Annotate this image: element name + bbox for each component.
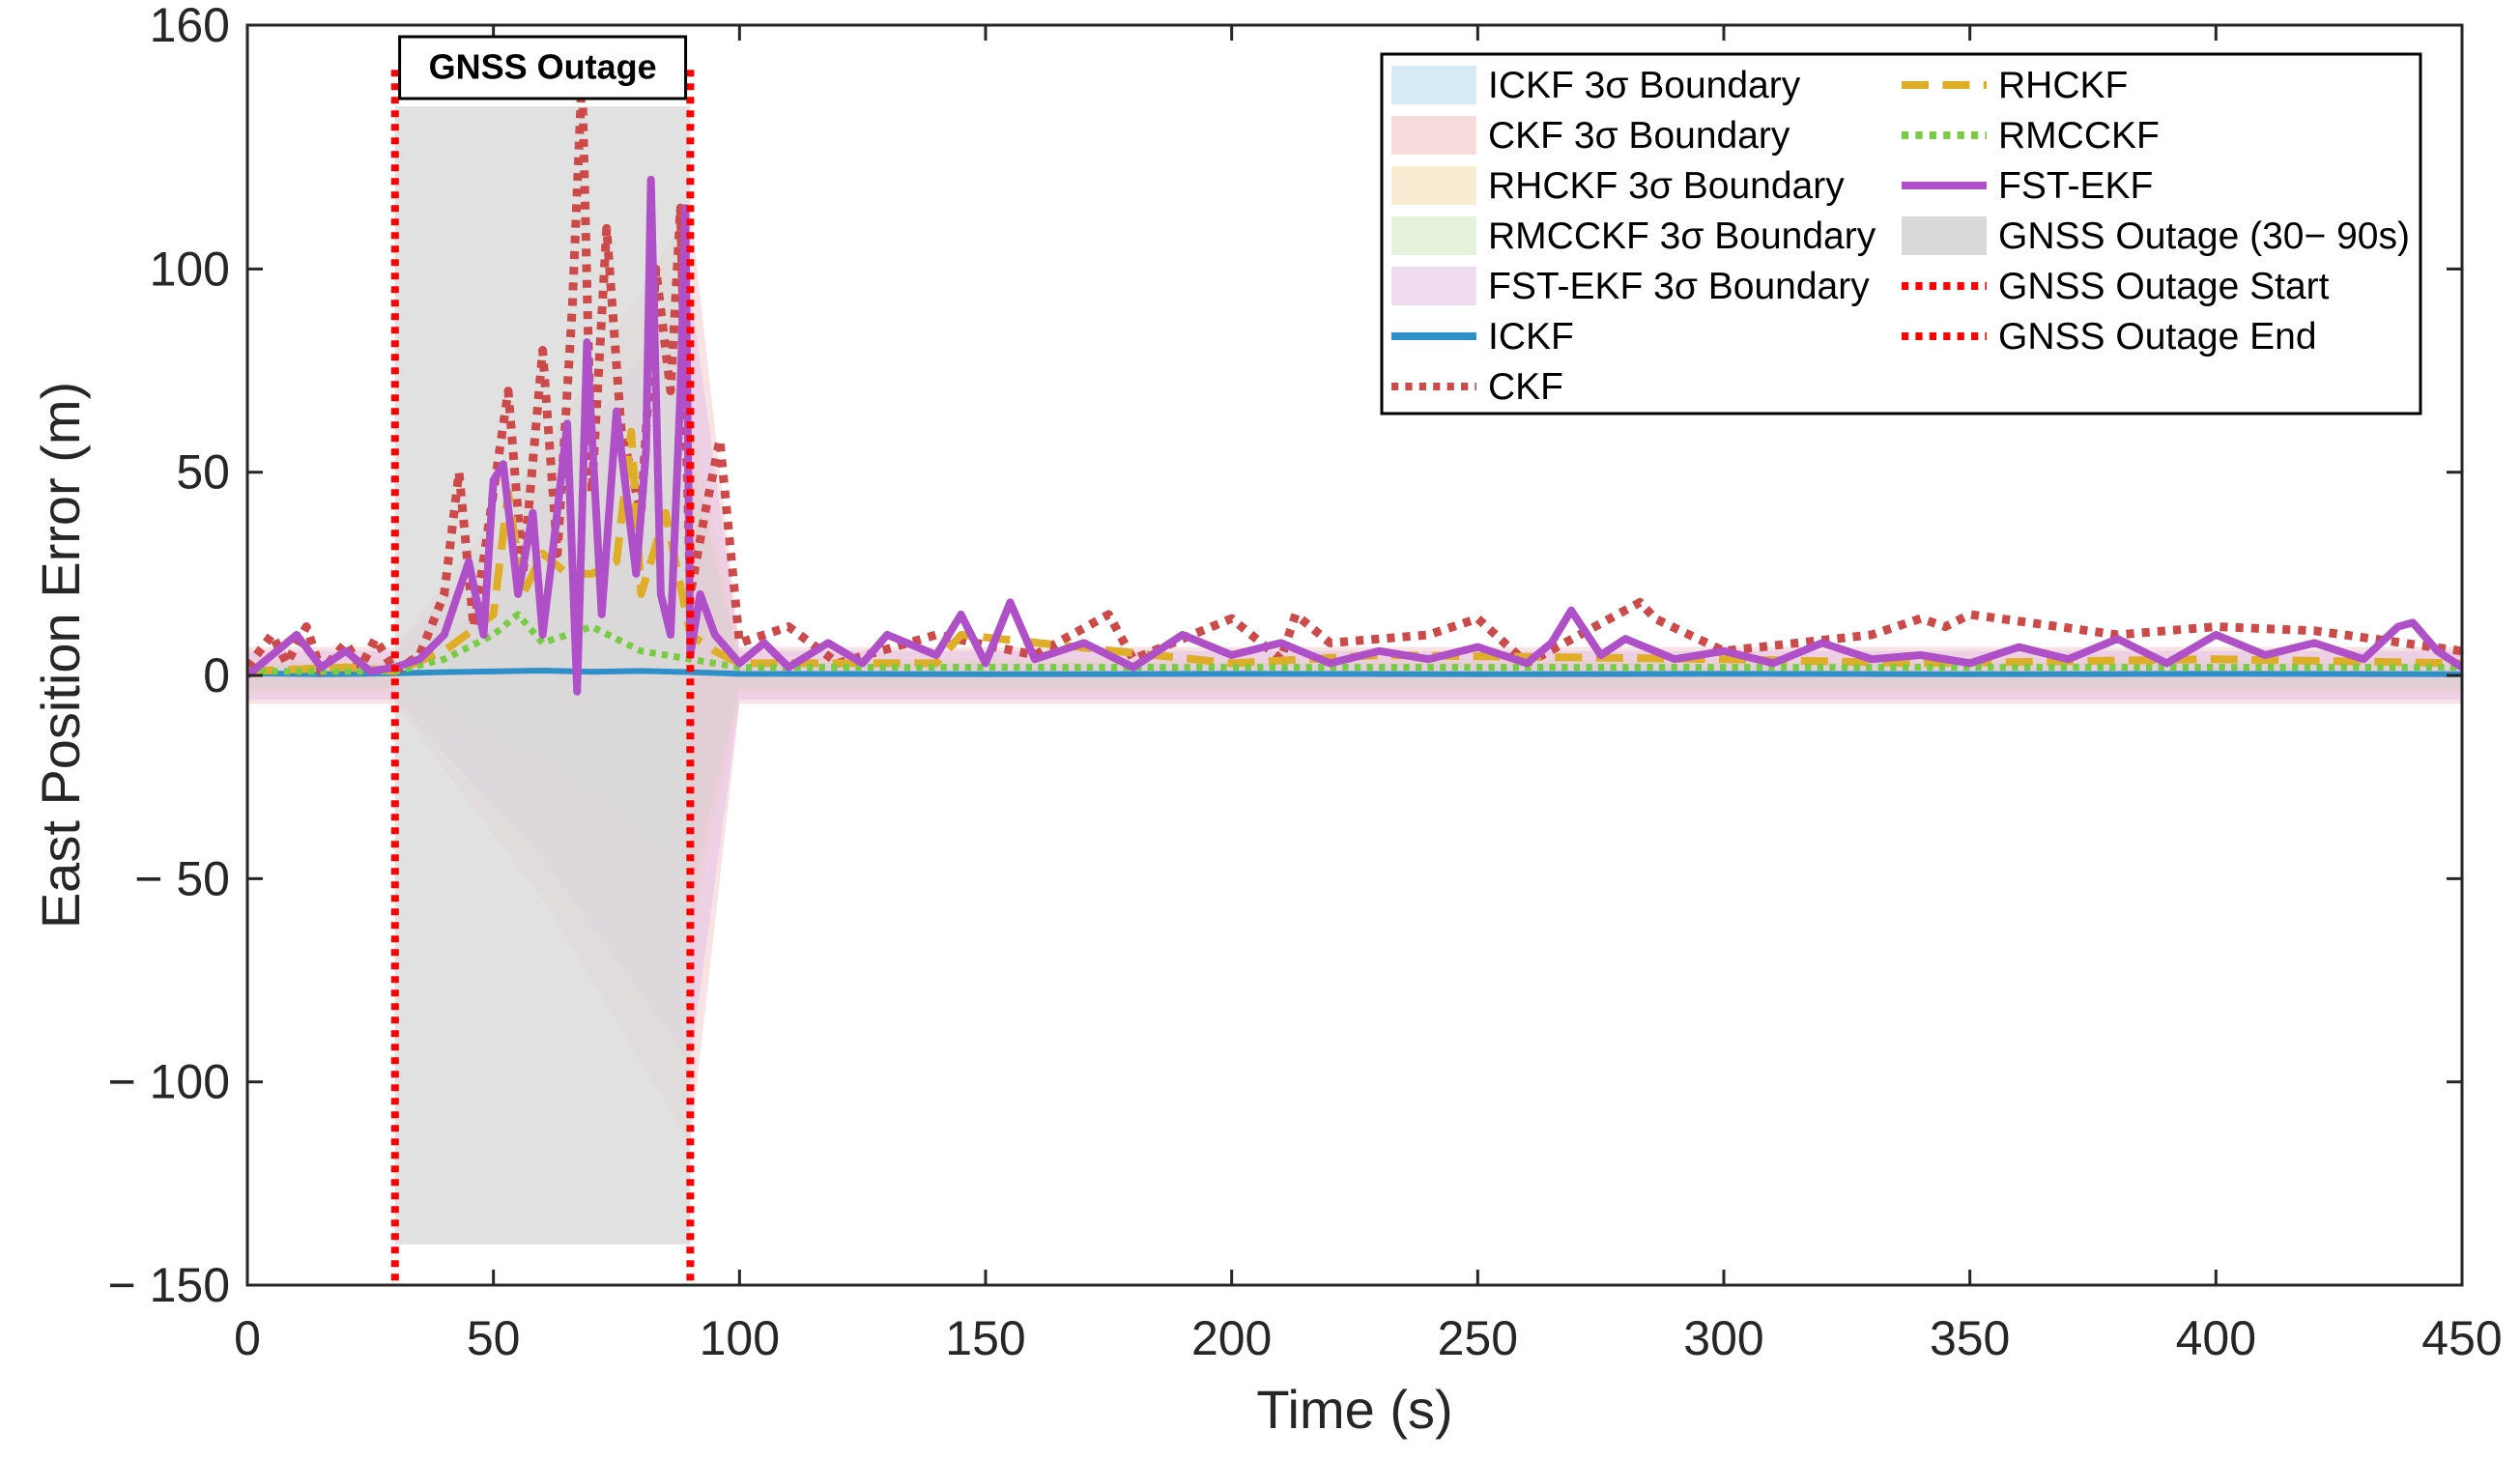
- x-tick-label: 300: [1683, 1311, 1763, 1365]
- gnss-outage-annotation-box: [398, 35, 688, 100]
- legend: ICKF 3σ Boundary CKF 3σ Boundary RHCKF 3σ …: [1380, 52, 2422, 415]
- legend-label-ckf-3-boundary: CKF 3σ Boundary: [1488, 115, 1790, 157]
- series-line-fst-ekf: [247, 175, 2462, 696]
- legend-swatch-ickf-3-boundary: [1391, 66, 1476, 104]
- y-tick-label: 100: [150, 242, 230, 296]
- series-line-ickf: [247, 667, 2462, 677]
- x-tick-label: 50: [467, 1311, 521, 1365]
- gnss-outage-annotation-text: GNSS Outage: [429, 47, 657, 87]
- annotation-layer: GNSS Outage: [398, 35, 688, 100]
- legend-swatch-fst-ekf-3-boundary: [1391, 267, 1476, 305]
- axes-layer: 0 50 100 150 200 250 300 350 400 450 160 100 50 0 − 50…: [107, 0, 2502, 1365]
- legend-label-rmcckf: RMCCKF: [1998, 115, 2160, 157]
- gnss-outage-region: [394, 106, 691, 1245]
- legend-swatch-rhckf-3-boundary: [1391, 166, 1476, 205]
- y-axis-title: East Position Error (m): [30, 382, 91, 929]
- legend-label-gnss-outage-30-90s: GNSS Outage (30− 90s): [1998, 215, 2410, 257]
- legend-label-rmcckf-3-boundary: RMCCKF 3σ Boundary: [1488, 215, 1876, 257]
- legend-label-rhckf: RHCKF: [1998, 65, 2128, 106]
- legend-label-ckf: CKF: [1488, 366, 1563, 408]
- legend-label-gnss-outage-end: GNSS Outage End: [1998, 316, 2317, 358]
- x-tick-label: 250: [1438, 1311, 1518, 1365]
- legend-label-ickf-3-boundary: ICKF 3σ Boundary: [1488, 65, 1801, 106]
- legend-label-fst-ekf-3-boundary: FST-EKF 3σ Boundary: [1488, 266, 1870, 307]
- x-axis-title: Time (s): [1256, 1379, 1452, 1440]
- x-tick-label: 200: [1191, 1311, 1272, 1365]
- y-tick-label: − 50: [134, 851, 230, 905]
- legend-label-rhckf-3-boundary: RHCKF 3σ Boundary: [1488, 165, 1845, 207]
- y-tick-label: 0: [203, 648, 230, 702]
- x-tick-label: 0: [234, 1311, 261, 1365]
- x-tick-label: 450: [2421, 1311, 2502, 1365]
- y-tick-label: 160: [150, 0, 230, 52]
- legend-swatch-ckf-3-boundary: [1391, 116, 1476, 155]
- legend-swatch-rmcckf-3-boundary: [1391, 216, 1476, 255]
- x-tick-label: 400: [2176, 1311, 2256, 1365]
- x-tick-label: 350: [1930, 1311, 2010, 1365]
- legend-label-ickf: ICKF: [1488, 316, 1574, 358]
- legend-swatch-gnss-outage-30-90s: [1902, 216, 1987, 255]
- outage-layer: [394, 106, 691, 1245]
- series-line-rmcckf: [247, 611, 2462, 675]
- x-tick-label: 150: [945, 1311, 1025, 1365]
- y-tick-label: 50: [176, 445, 230, 500]
- y-tick-label: − 100: [107, 1055, 230, 1109]
- axes-box: [245, 23, 2464, 1287]
- series-layer: [247, 69, 2462, 1285]
- legend-label-fst-ekf: FST-EKF: [1998, 165, 2153, 207]
- legend-box: [1380, 52, 2422, 415]
- series-line-rhckf: [247, 427, 2462, 675]
- y-tick-label: − 150: [107, 1258, 230, 1312]
- x-tick-label: 100: [700, 1311, 780, 1365]
- legend-label-gnss-outage-start: GNSS Outage Start: [1998, 266, 2330, 307]
- series-line-ckf: [247, 69, 2462, 676]
